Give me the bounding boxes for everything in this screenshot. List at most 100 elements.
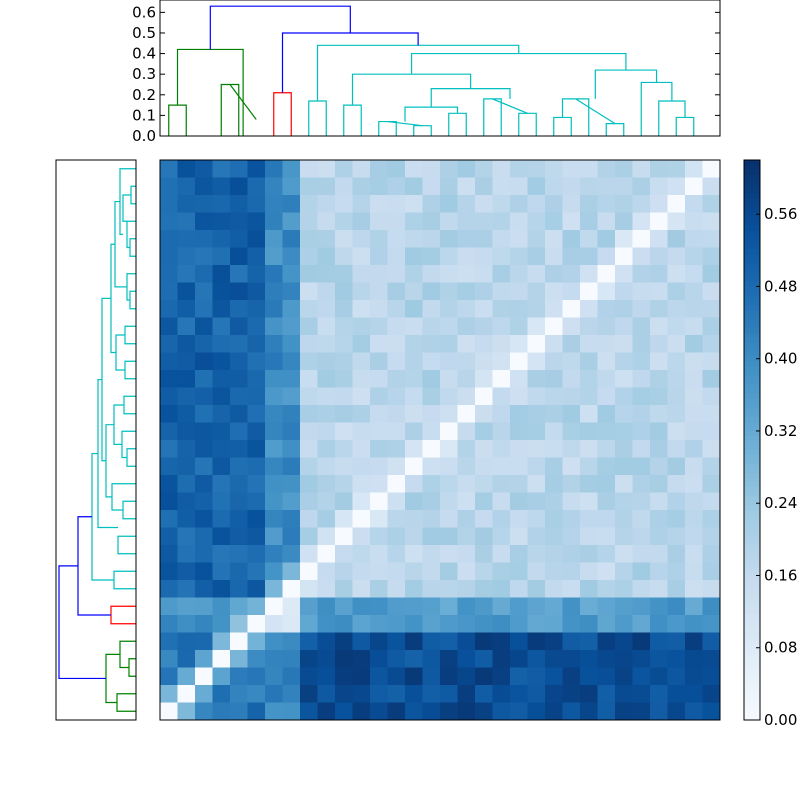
colorbar-segment bbox=[744, 617, 760, 623]
heatmap-cell bbox=[632, 580, 651, 598]
heatmap-cell bbox=[422, 282, 441, 301]
heatmap-cell bbox=[650, 457, 668, 476]
heatmap-cell bbox=[177, 475, 196, 493]
heatmap-cell bbox=[422, 527, 441, 546]
heatmap-cell bbox=[405, 247, 423, 266]
heatmap-cell bbox=[545, 580, 563, 598]
heatmap-cell bbox=[510, 475, 528, 493]
heatmap-cell bbox=[650, 352, 668, 371]
heatmap-cell bbox=[562, 422, 581, 441]
heatmap-cell bbox=[212, 580, 231, 598]
colorbar-segment bbox=[744, 337, 760, 343]
heatmap-cell bbox=[457, 562, 476, 581]
heatmap-cell bbox=[317, 212, 336, 231]
heatmap-cell bbox=[615, 335, 633, 353]
heatmap-cell bbox=[387, 475, 406, 493]
heatmap-cell bbox=[457, 422, 476, 441]
heatmap-cell bbox=[667, 422, 686, 441]
heatmap-cell bbox=[685, 597, 703, 616]
heatmap-cell bbox=[615, 195, 633, 213]
heatmap-cell bbox=[510, 702, 528, 721]
heatmap-cell bbox=[282, 335, 301, 353]
heatmap-cell bbox=[702, 300, 721, 318]
heatmap-cell bbox=[212, 177, 231, 196]
heatmap-cell bbox=[177, 177, 196, 196]
heatmap-cell bbox=[667, 387, 686, 406]
heatmap-cell bbox=[580, 492, 598, 511]
heatmap-cell bbox=[212, 370, 231, 388]
colorbar-segment bbox=[744, 542, 760, 548]
colorbar-segment bbox=[744, 491, 760, 497]
colorbar-segment bbox=[744, 365, 760, 371]
heatmap-cell bbox=[562, 387, 581, 406]
left-dendrogram-link bbox=[126, 220, 136, 249]
colorbar-segment bbox=[744, 472, 760, 478]
heatmap-cell bbox=[335, 580, 353, 598]
heatmap-cell bbox=[545, 317, 563, 336]
heatmap-cell bbox=[492, 667, 511, 686]
heatmap-cell bbox=[265, 667, 283, 686]
heatmap-cell bbox=[177, 247, 196, 266]
heatmap-cell bbox=[650, 212, 668, 231]
heatmap-cell bbox=[597, 440, 616, 458]
heatmap-cell bbox=[405, 195, 423, 213]
colorbar-segment bbox=[744, 230, 760, 236]
heatmap-cell bbox=[510, 352, 528, 371]
heatmap-cell bbox=[352, 405, 371, 423]
heatmap-cell bbox=[405, 335, 423, 353]
heatmap-cell bbox=[230, 422, 248, 441]
heatmap-cell bbox=[545, 510, 563, 528]
heatmap-cell bbox=[527, 387, 546, 406]
heatmap-cell bbox=[667, 405, 686, 423]
heatmap-cell bbox=[230, 650, 248, 668]
heatmap-cell bbox=[650, 177, 668, 196]
top-dendrogram-frame bbox=[159, 0, 721, 137]
colorbar-segment bbox=[744, 710, 760, 716]
heatmap-cell bbox=[195, 702, 213, 721]
heatmap-cell bbox=[317, 702, 336, 721]
heatmap-cell bbox=[475, 335, 493, 353]
heatmap-cell bbox=[177, 405, 196, 423]
heatmap-cell bbox=[667, 177, 686, 196]
heatmap-cell bbox=[632, 300, 651, 318]
heatmap-cell bbox=[545, 475, 563, 493]
colorbar-segment bbox=[744, 393, 760, 399]
colorbar-segment bbox=[744, 174, 760, 180]
colorbar-segment bbox=[744, 552, 760, 558]
heatmap-cell bbox=[160, 195, 178, 213]
heatmap-cell bbox=[667, 247, 686, 266]
heatmap-cell bbox=[545, 545, 563, 563]
heatmap-cell bbox=[615, 580, 633, 598]
colorbar-segment bbox=[744, 626, 760, 632]
heatmap-cell bbox=[317, 475, 336, 493]
heatmap-cell bbox=[545, 632, 563, 651]
heatmap-cell bbox=[702, 370, 721, 388]
heatmap-cell bbox=[562, 457, 581, 476]
heatmap-cell bbox=[562, 440, 581, 458]
heatmap-cell bbox=[265, 527, 283, 546]
heatmap-cell bbox=[387, 580, 406, 598]
heatmap-cell bbox=[580, 247, 598, 266]
heatmap-cell bbox=[702, 562, 721, 581]
heatmap-cell bbox=[527, 685, 546, 703]
heatmap-cell bbox=[177, 562, 196, 581]
heatmap-cell bbox=[405, 440, 423, 458]
heatmap-cell bbox=[387, 282, 406, 301]
heatmap-cell bbox=[265, 492, 283, 511]
heatmap-cell bbox=[457, 702, 476, 721]
heatmap-cell bbox=[282, 370, 301, 388]
heatmap-cell bbox=[457, 370, 476, 388]
heatmap-cell bbox=[440, 632, 458, 651]
heatmap-cell bbox=[352, 632, 371, 651]
top-dendrogram-link bbox=[209, 5, 351, 50]
heatmap-cell bbox=[422, 615, 441, 633]
heatmap-cell bbox=[545, 457, 563, 476]
colorbar-segment bbox=[744, 281, 760, 287]
heatmap-cell bbox=[440, 317, 458, 336]
heatmap-cell bbox=[317, 650, 336, 668]
left-dendrogram-link bbox=[117, 535, 136, 555]
heatmap-cell bbox=[510, 317, 528, 336]
y-axis-tick-label: 0.2 bbox=[132, 86, 156, 104]
heatmap-cell bbox=[632, 422, 651, 441]
heatmap-cell bbox=[387, 405, 406, 423]
